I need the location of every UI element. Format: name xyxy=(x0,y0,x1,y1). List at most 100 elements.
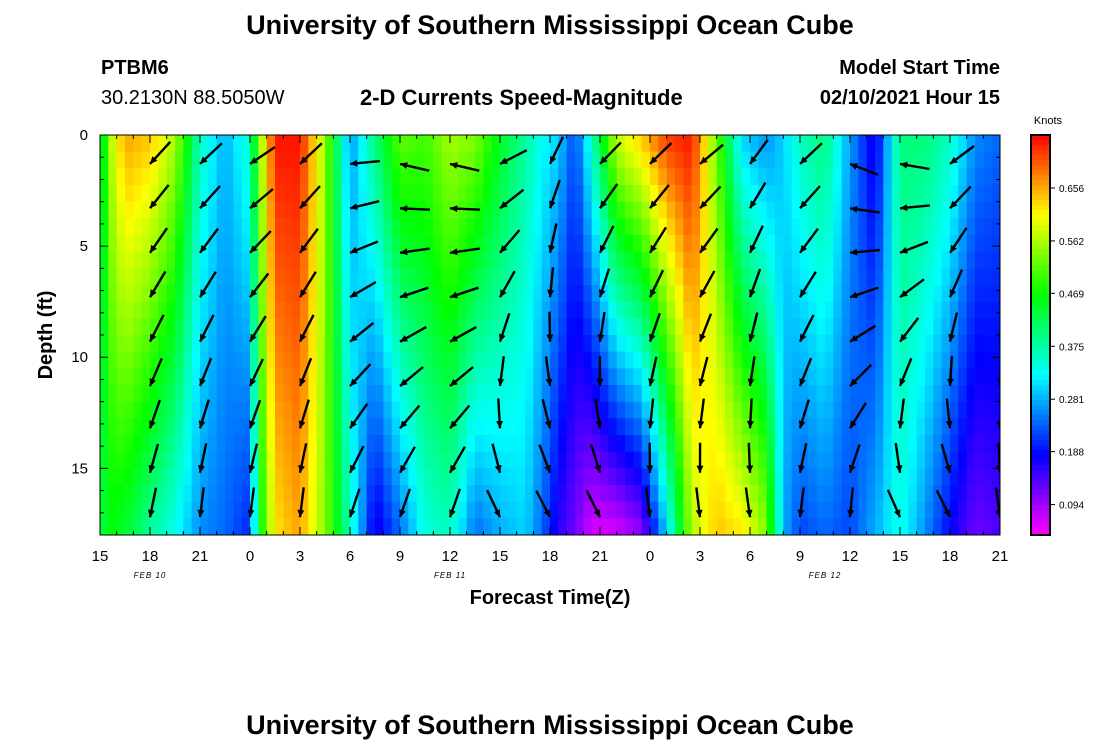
heatmap-cell xyxy=(633,385,643,403)
heatmap-cell xyxy=(308,151,318,169)
heatmap-cell xyxy=(533,501,543,519)
heatmap-cell xyxy=(933,368,943,386)
vector-head xyxy=(847,509,855,518)
heatmap-cell xyxy=(200,235,209,253)
heatmap-cell xyxy=(141,218,151,236)
heatmap-cell xyxy=(400,418,409,436)
vector-head xyxy=(400,248,408,256)
heatmap-cell xyxy=(583,418,593,436)
heatmap-cell xyxy=(725,301,734,319)
heatmap-cell xyxy=(950,418,959,436)
heatmap-cell xyxy=(416,418,426,436)
heatmap-cell xyxy=(650,301,659,319)
heatmap-cell xyxy=(241,401,251,419)
heatmap-cell xyxy=(150,201,159,219)
heatmap-cell xyxy=(991,335,1000,353)
heatmap-cell xyxy=(650,401,659,419)
heatmap-cell xyxy=(583,351,593,369)
heatmap-cell xyxy=(958,385,968,403)
heatmap-cell xyxy=(783,135,793,153)
heatmap-cell xyxy=(575,168,584,186)
heatmap-cell xyxy=(800,501,809,519)
heatmap-cell xyxy=(991,185,1000,203)
heatmap-cell xyxy=(250,301,259,319)
heatmap-cell xyxy=(733,185,743,203)
vector-head xyxy=(950,156,958,164)
heatmap-cell xyxy=(858,518,868,535)
heatmap-cell xyxy=(591,301,601,319)
heatmap-cell xyxy=(391,301,401,319)
heatmap-cell xyxy=(983,401,993,419)
heatmap-cell xyxy=(591,168,601,186)
heatmap-cell xyxy=(175,351,184,369)
heatmap-cell xyxy=(950,268,959,286)
heatmap-cell xyxy=(650,135,659,153)
heatmap-cell xyxy=(200,485,209,503)
heatmap-cell xyxy=(375,301,384,319)
heatmap-cell xyxy=(316,351,326,369)
heatmap-cell xyxy=(983,135,993,153)
heatmap-cell xyxy=(508,485,518,503)
heatmap-cell xyxy=(941,251,951,269)
heatmap-cell xyxy=(975,285,984,303)
heatmap-cell xyxy=(650,468,659,486)
heatmap-cell xyxy=(958,235,968,253)
heatmap-cell xyxy=(316,468,326,486)
heatmap-cell xyxy=(791,185,801,203)
heatmap-cell xyxy=(458,201,468,219)
heatmap-cell xyxy=(308,518,318,535)
heatmap-cell xyxy=(533,301,543,319)
heatmap-cell xyxy=(483,268,493,286)
heatmap-cell xyxy=(191,451,201,469)
heatmap-cell xyxy=(616,468,626,486)
vector-head xyxy=(500,201,508,209)
heatmap-cell xyxy=(866,385,876,403)
heatmap-cell xyxy=(758,285,768,303)
heatmap-cell xyxy=(933,351,943,369)
heatmap-cell xyxy=(425,351,434,369)
heatmap-cell xyxy=(608,185,618,203)
heatmap-cell xyxy=(241,468,251,486)
heatmap-cell xyxy=(941,401,951,419)
heatmap-cell xyxy=(266,451,276,469)
heatmap-cell xyxy=(625,301,634,319)
heatmap-cell xyxy=(450,385,459,403)
heatmap-cell xyxy=(916,435,926,453)
heatmap-cell xyxy=(141,385,151,403)
colorbar-segment xyxy=(1031,495,1050,501)
heatmap-cell xyxy=(116,185,126,203)
heatmap-cell xyxy=(208,385,218,403)
heatmap-cell xyxy=(541,268,551,286)
vector-head xyxy=(949,289,957,298)
heatmap-cell xyxy=(775,268,784,286)
heatmap-cell xyxy=(333,201,343,219)
heatmap-cell xyxy=(791,318,801,336)
heatmap-cell xyxy=(966,268,976,286)
heatmap-cell xyxy=(825,351,834,369)
heatmap-cell xyxy=(950,185,959,203)
heatmap-cell xyxy=(683,185,693,203)
heatmap-cell xyxy=(266,285,276,303)
heatmap-cell xyxy=(916,251,926,269)
heatmap-cell xyxy=(466,485,476,503)
heatmap-cell xyxy=(583,318,593,336)
heatmap-cell xyxy=(191,385,201,403)
heatmap-cell xyxy=(100,168,109,186)
heatmap-cell xyxy=(433,418,443,436)
heatmap-cell xyxy=(216,251,226,269)
heatmap-cell xyxy=(708,385,718,403)
heatmap-cell xyxy=(316,335,326,353)
heatmap-cell xyxy=(425,385,434,403)
heatmap-cell xyxy=(466,335,476,353)
vector-head xyxy=(350,203,358,210)
heatmap-cell xyxy=(991,251,1000,269)
heatmap-cell xyxy=(591,185,601,203)
heatmap-cell xyxy=(216,168,226,186)
heatmap-cell xyxy=(316,518,326,535)
heatmap-cell xyxy=(475,301,484,319)
heatmap-cell xyxy=(475,185,484,203)
heatmap-cell xyxy=(641,301,651,319)
heatmap-cell xyxy=(583,501,593,519)
heatmap-cell xyxy=(716,368,726,386)
heatmap-cell xyxy=(625,335,634,353)
